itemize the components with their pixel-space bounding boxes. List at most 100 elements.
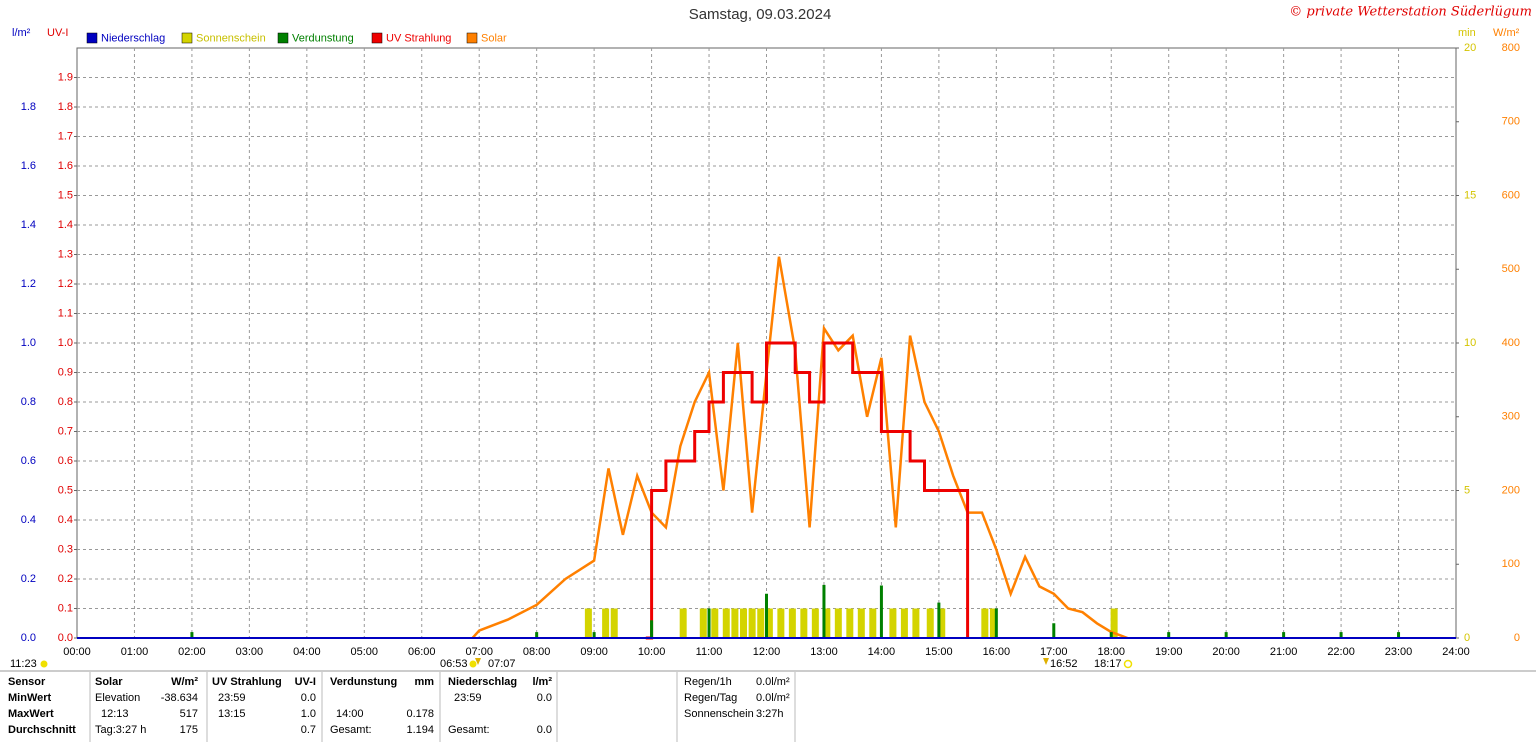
- sun-icon: [469, 660, 477, 668]
- legend-label: UV Strahlung: [386, 32, 451, 44]
- legend-label: Niederschlag: [101, 32, 165, 44]
- y-tick-label: 0.6: [58, 455, 73, 467]
- evaporation-spike: [1167, 632, 1171, 638]
- evaporation-spike: [592, 632, 596, 638]
- x-tick-label: 02:00: [178, 646, 206, 658]
- stat-value: 3:27h: [756, 708, 784, 720]
- sunshine-bar: [800, 608, 808, 638]
- x-tick-label: 23:00: [1385, 646, 1413, 658]
- cell: 1.0: [301, 708, 316, 720]
- cell: 0.0: [537, 692, 552, 704]
- x-tick-label: 09:00: [580, 646, 608, 658]
- y-tick-label: 1.6: [58, 160, 73, 172]
- evaporation-spike: [1282, 632, 1286, 638]
- x-tick-label: 22:00: [1327, 646, 1355, 658]
- y-tick-label: 600: [1502, 189, 1520, 201]
- y-tick-label: 0: [1514, 632, 1520, 644]
- column-header: Verdunstung: [330, 676, 397, 688]
- column-unit: l/m²: [532, 676, 552, 688]
- column-header: Solar: [95, 676, 123, 688]
- series-line: [471, 256, 1128, 640]
- sunshine-bar: [584, 608, 592, 638]
- x-tick-label: 12:00: [753, 646, 781, 658]
- legend-label: Sonnenschein: [196, 32, 266, 44]
- x-tick-label: 05:00: [351, 646, 379, 658]
- x-tick-label: 15:00: [925, 646, 953, 658]
- column-unit: UV-I: [295, 676, 316, 688]
- axis-label: UV-I: [47, 27, 68, 39]
- axis-label: W/m²: [1493, 27, 1520, 39]
- y-tick-label: 0.9: [58, 366, 73, 378]
- y-tick-label: 400: [1502, 337, 1520, 349]
- sunshine-bar: [765, 608, 773, 638]
- y-tick-label: 100: [1502, 558, 1520, 570]
- legend-swatch: [181, 32, 193, 44]
- y-tick-label: 0.0: [58, 632, 73, 644]
- evaporation-spike: [765, 593, 768, 638]
- stat-label: Regen/Tag: [684, 692, 737, 704]
- column-header: Niederschlag: [448, 676, 517, 688]
- cell: Tag:3:27 h: [95, 724, 146, 736]
- legend-swatch: [277, 32, 289, 44]
- y-tick-label: 5: [1464, 484, 1470, 496]
- y-tick-label: 0.4: [58, 514, 73, 526]
- sun-marker: [475, 658, 481, 665]
- sunshine-bar: [926, 608, 934, 638]
- sunshine-bar: [731, 608, 739, 638]
- y-tick-label: 1.0: [58, 337, 73, 349]
- cell: 23:59: [454, 692, 482, 704]
- cell: Gesamt:: [330, 724, 372, 736]
- y-tick-label: 300: [1502, 411, 1520, 423]
- y-tick-label: 500: [1502, 263, 1520, 275]
- evaporation-spike: [707, 608, 711, 638]
- x-tick-label: 14:00: [868, 646, 896, 658]
- cell: 0.7: [301, 724, 316, 736]
- y-tick-label: 1.0: [21, 337, 36, 349]
- sun-icon: [40, 660, 48, 668]
- evaporation-spike: [1224, 632, 1228, 638]
- x-tick-label: 18:00: [1097, 646, 1125, 658]
- column-unit: mm: [414, 676, 434, 688]
- y-tick-label: 0.4: [21, 514, 36, 526]
- stat-value: 0.0l/m²: [756, 692, 790, 704]
- cell: 23:59: [218, 692, 246, 704]
- cell: -38.634: [161, 692, 198, 704]
- stat-value: 0.0l/m²: [756, 676, 790, 688]
- sunshine-bar: [989, 608, 997, 638]
- chart-title: Samstag, 09.03.2024: [689, 6, 832, 23]
- sunshine-bar: [869, 608, 877, 638]
- cell: 13:15: [218, 708, 246, 720]
- x-tick-label: 20:00: [1212, 646, 1240, 658]
- legend-label: Verdunstung: [292, 32, 354, 44]
- cell: 1.194: [406, 724, 434, 736]
- evaporation-spike: [535, 632, 539, 638]
- cell: Gesamt:: [448, 724, 490, 736]
- y-tick-label: 1.2: [58, 278, 73, 290]
- legend-swatch: [466, 32, 478, 44]
- y-tick-label: 0.5: [58, 484, 73, 496]
- sun-time-label: 07:07: [488, 658, 516, 670]
- axis-label: l/m²: [12, 27, 31, 39]
- sunshine-bar: [740, 608, 748, 638]
- sunshine-bar: [938, 608, 946, 638]
- y-tick-label: 1.3: [58, 248, 73, 260]
- y-tick-label: 1.5: [58, 189, 73, 201]
- row-label: Durchschnitt: [8, 724, 76, 736]
- sunshine-bar: [748, 608, 756, 638]
- column-unit: W/m²: [171, 676, 198, 688]
- evaporation-spike: [1397, 632, 1401, 638]
- copyright: © private Wetterstation Süderlügum: [1289, 5, 1532, 20]
- cell: Elevation: [95, 692, 140, 704]
- x-tick-label: 19:00: [1155, 646, 1183, 658]
- cell: 0.178: [406, 708, 434, 720]
- sunshine-bar: [788, 608, 796, 638]
- y-tick-label: 1.4: [58, 219, 73, 231]
- y-tick-label: 0.8: [21, 396, 36, 408]
- y-tick-label: 0.8: [58, 396, 73, 408]
- sunshine-bar: [602, 608, 610, 638]
- evaporation-spike: [650, 620, 654, 638]
- y-tick-label: 15: [1464, 189, 1476, 201]
- evaporation-spike: [937, 602, 941, 638]
